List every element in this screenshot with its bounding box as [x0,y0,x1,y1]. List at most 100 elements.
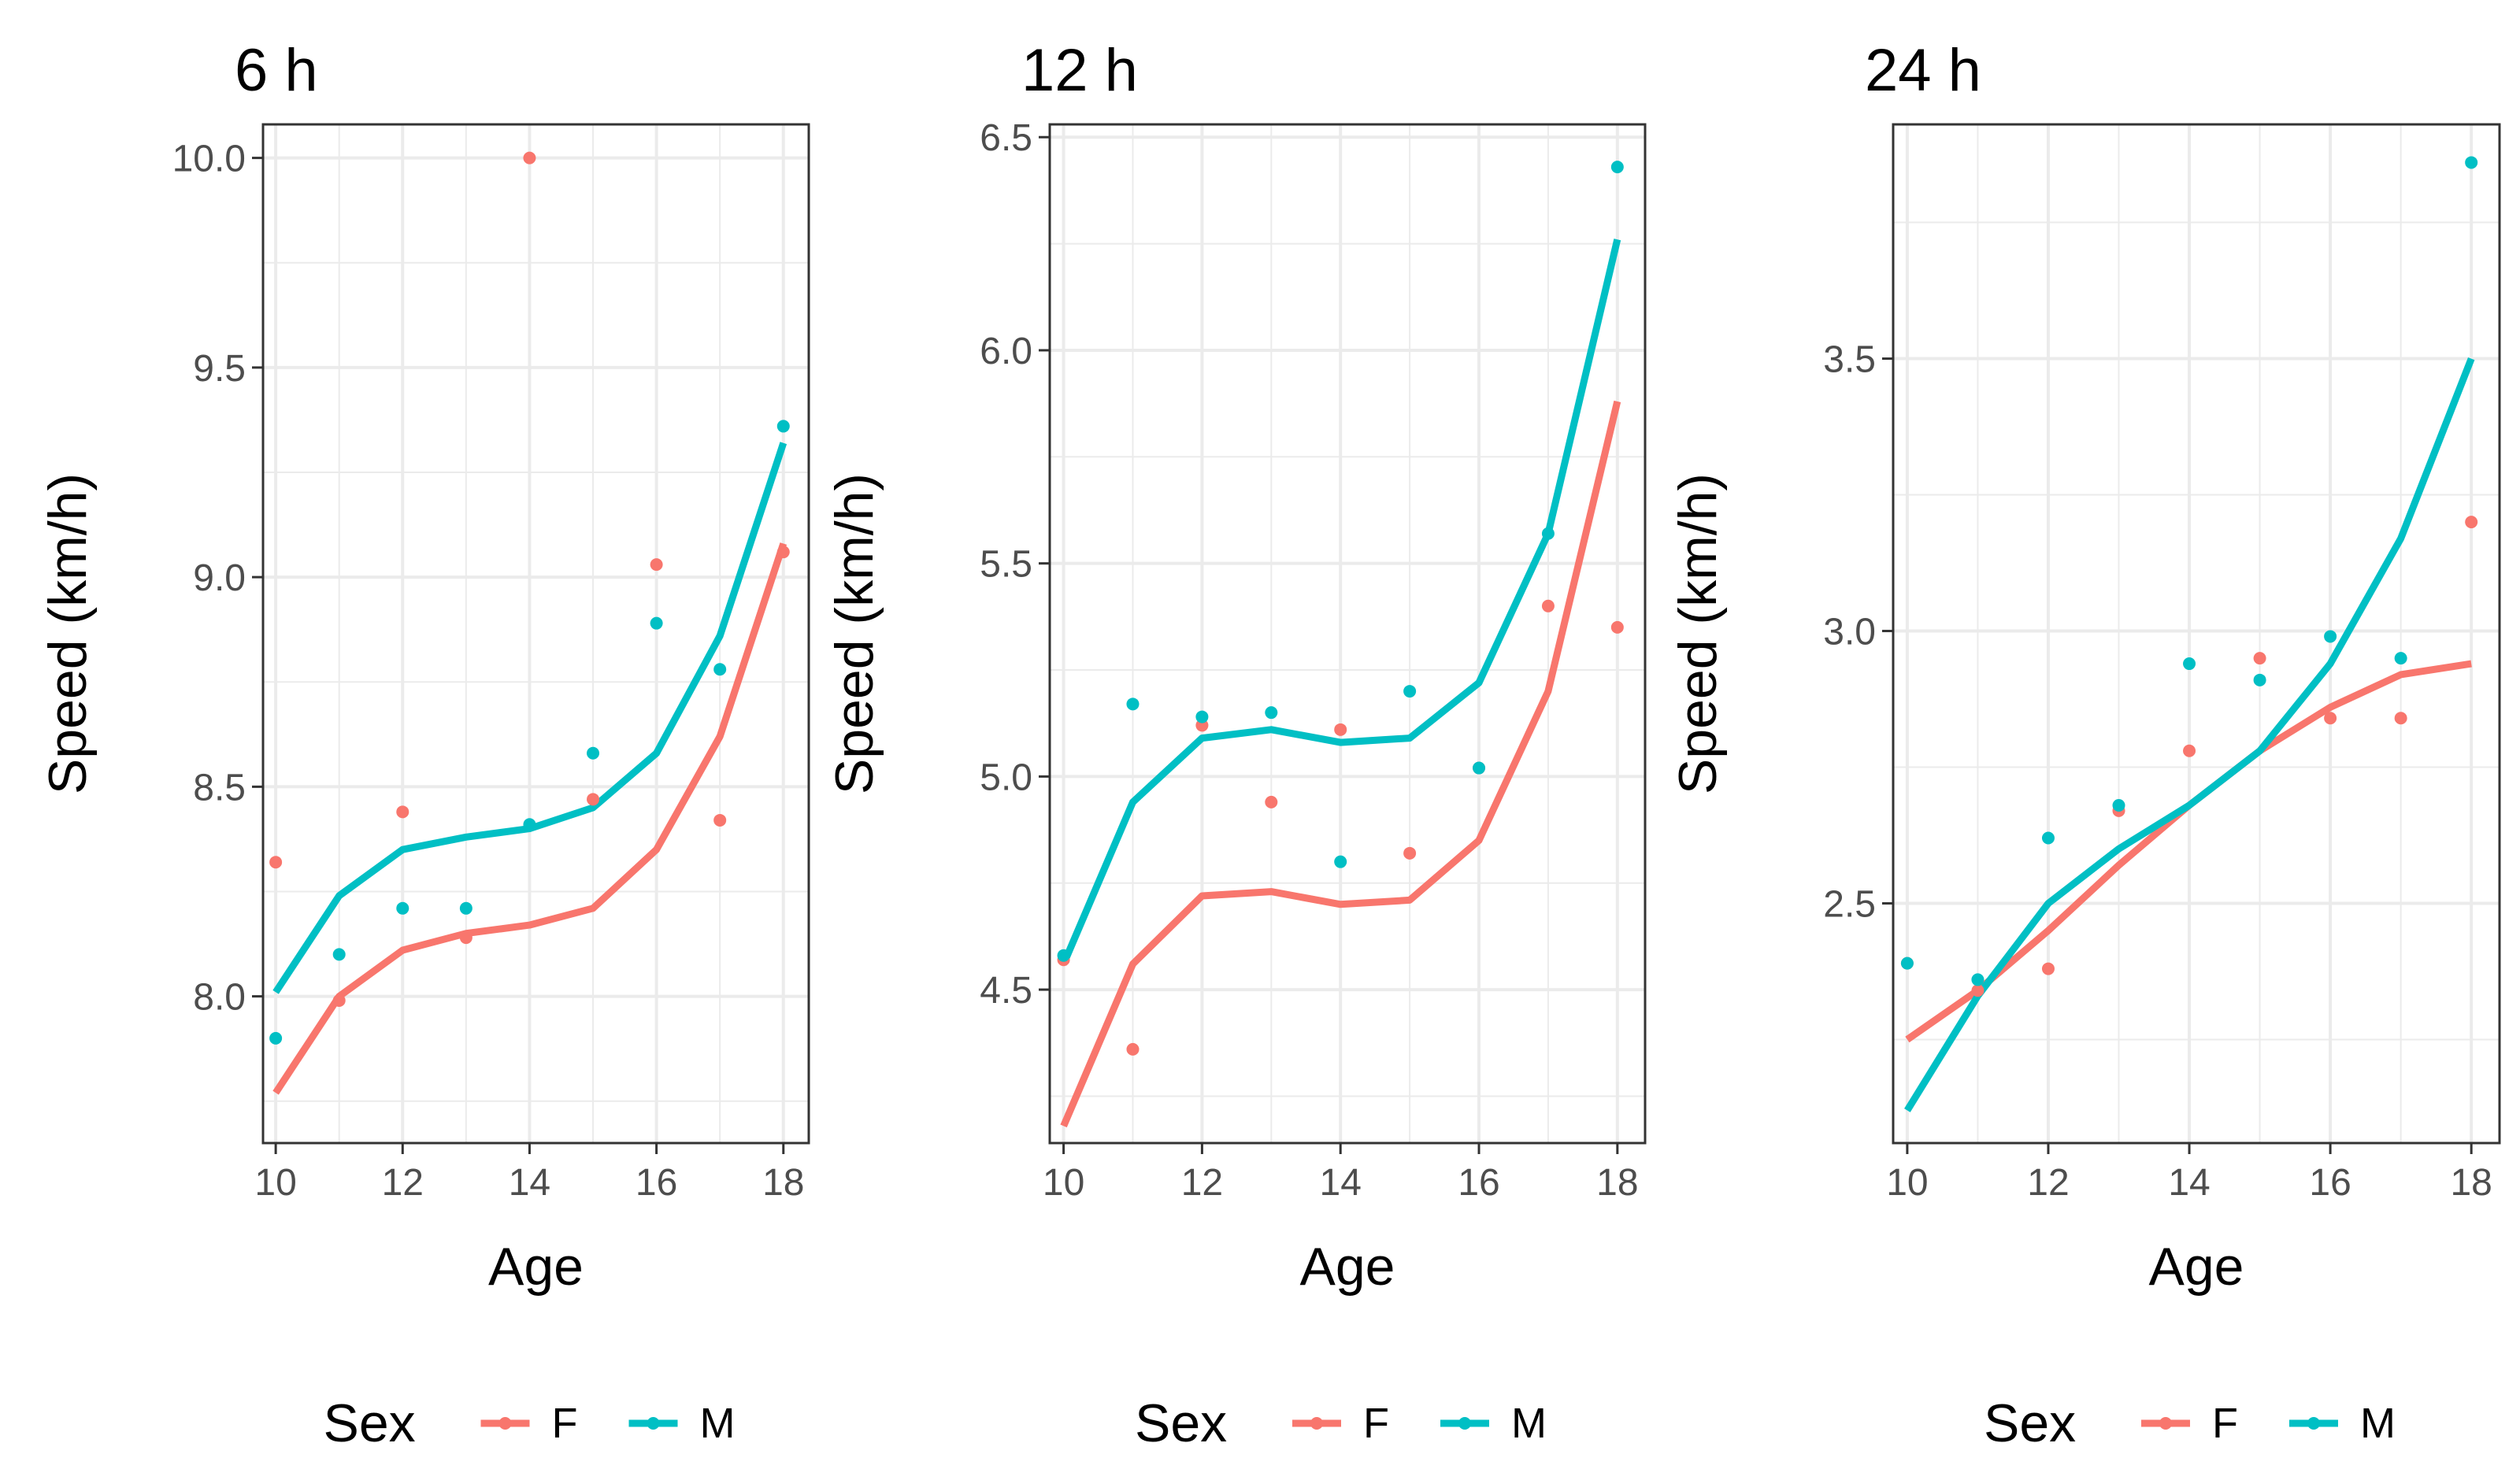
y-tick-label: 3.5 [1823,339,1876,381]
x-tick-label: 18 [762,1162,804,1204]
legend-label-F: F [552,1400,578,1447]
data-point-F [2394,712,2407,725]
data-point-F [1265,795,1278,808]
x-tick-label: 10 [1886,1162,1928,1204]
data-point-M [1610,161,1624,174]
data-point-F [1334,723,1347,736]
x-tick-label: 12 [382,1162,424,1204]
data-point-M [2394,652,2407,665]
y-axis-label: Speed (km/h) [825,473,884,794]
data-point-M [2253,673,2266,686]
series-line-F [272,542,788,1095]
x-tick-label: 10 [254,1162,296,1204]
data-point-F [2041,962,2055,975]
panel-3: 2.5 3.0 3.5 10 12 14 16 18 24 h Age Speed (km/h) Se… [1668,37,2501,1453]
data-point-M [2112,798,2125,812]
legend-label-M: M [1511,1400,1547,1447]
data-point-F [2183,744,2196,757]
data-point-F [269,856,283,869]
x-tick-label: 14 [2168,1162,2210,1204]
data-point-M [2324,630,2337,643]
panel-background [1050,124,1645,1143]
legend-key-point-F [498,1417,512,1430]
data-point-F [1610,620,1624,634]
legend-key-point-F [2159,1417,2172,1430]
data-point-F [1403,846,1417,860]
data-point-F [650,558,663,572]
legend-label-M: M [700,1400,736,1447]
x-tick-label: 16 [1458,1162,1499,1204]
x-tick-label: 18 [2450,1162,2492,1204]
panel-title: 12 h [1021,37,1138,104]
data-point-M [776,420,790,433]
data-point-M [1403,685,1417,698]
legend-key-point-M [647,1417,660,1430]
x-axis-label: Age [2149,1237,2244,1297]
x-tick-label: 10 [1043,1162,1084,1204]
legend-title: Sex [1135,1393,1227,1453]
x-tick-label: 16 [636,1162,677,1204]
y-tick-label: 8.5 [193,767,246,808]
panel-border [261,123,810,1145]
data-point-F [332,993,346,1007]
data-point-M [1334,855,1347,868]
panel-title: 24 h [1865,37,1981,104]
series-line-F [1060,400,1621,1128]
y-tick-label: 6.0 [980,331,1032,372]
data-point-F [776,546,790,559]
y-axis-label: Speed (km/h) [38,473,98,794]
y-tick-label: 6.5 [980,117,1032,159]
data-point-M [523,818,536,831]
data-point-F [2465,516,2478,529]
y-tick-label: 9.0 [193,557,246,599]
y-tick-label: 10.0 [172,139,246,180]
y-tick-label: 5.5 [980,544,1032,586]
data-point-F [396,805,410,819]
data-point-M [587,746,600,760]
x-tick-label: 12 [2027,1162,2069,1204]
data-point-M [396,901,410,915]
data-point-M [1265,706,1278,720]
y-axis-label: Speed (km/h) [1668,473,1728,794]
data-point-M [1900,956,1914,970]
data-point-M [2465,156,2478,169]
data-point-M [459,901,472,915]
series-line-M [1904,357,2475,1112]
data-point-F [459,931,472,945]
panel-border [1048,123,1647,1145]
data-point-F [1541,599,1555,612]
y-tick-label: 8.0 [193,977,246,1019]
y-tick-label: 4.5 [980,970,1032,1012]
data-point-M [713,663,727,676]
data-point-F [587,793,600,806]
data-point-M [2183,657,2196,671]
y-tick-label: 2.5 [1823,884,1876,926]
legend: Sex F M [1135,1393,1547,1453]
legend-key-point-F [1310,1417,1323,1430]
legend-key-point-M [2307,1417,2320,1430]
data-point-M [1126,697,1140,711]
legend-label-M: M [2360,1400,2396,1447]
legend-title: Sex [324,1393,416,1453]
data-point-M [2041,831,2055,845]
panel-border [1892,123,2501,1145]
data-point-F [1971,984,1984,997]
x-tick-label: 12 [1181,1162,1223,1204]
y-tick-label: 5.0 [980,757,1032,798]
legend: Sex F M [1984,1393,2396,1453]
data-point-M [1971,973,1984,986]
y-tick-label: 3.0 [1823,612,1876,653]
data-point-F [2253,652,2266,665]
legend: Sex F M [324,1393,736,1453]
legend-label-F: F [2212,1400,2238,1447]
panel-1: 8.0 8.5 9.0 9.5 10.0 10 12 14 16 18 6 h Age Speed (k… [38,37,810,1453]
x-tick-label: 18 [1596,1162,1638,1204]
legend-label-F: F [1363,1400,1389,1447]
x-tick-label: 16 [2309,1162,2351,1204]
y-tick-label: 9.5 [193,348,246,390]
legend-key-point-M [1458,1417,1471,1430]
data-point-F [1126,1042,1140,1056]
x-tick-label: 14 [1320,1162,1362,1204]
data-point-M [269,1031,283,1045]
